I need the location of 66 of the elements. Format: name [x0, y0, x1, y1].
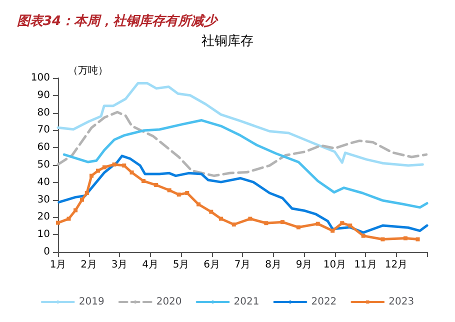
line-series [56, 82, 424, 167]
point [348, 224, 352, 228]
x-tick-label: 8月 [265, 260, 282, 270]
y-tick-label: 40 [37, 176, 50, 188]
chart-title: 图表34：本周，社铜库存有所减少 [17, 13, 220, 29]
x-tick-label: 2月 [80, 260, 97, 270]
x-tick-label: 3月 [111, 260, 128, 270]
y-tick-label: 30 [37, 194, 50, 206]
point [232, 222, 236, 227]
point [66, 216, 71, 221]
point [340, 221, 344, 226]
point [218, 216, 223, 221]
point [361, 234, 366, 238]
x-tick-label: 10月 [323, 260, 346, 270]
y-tick-label: 60 [37, 142, 50, 154]
x-tick-label: 6月 [204, 260, 220, 270]
point [56, 220, 60, 225]
legend-label: 2021 [234, 296, 260, 308]
y-tick-label: 10 [37, 229, 50, 240]
point [122, 164, 126, 168]
y-tick-label: 0 [44, 246, 50, 258]
point [416, 237, 420, 242]
legend-label: 2020 [156, 296, 182, 308]
y-tick-label: 80 [37, 107, 50, 118]
point [403, 236, 408, 240]
x-tick-label: 4月 [142, 260, 158, 270]
point [154, 183, 158, 188]
point [280, 220, 284, 224]
point [209, 210, 214, 214]
point [84, 191, 89, 196]
x-tick-label: 9月 [296, 260, 312, 270]
x-tick-label: 7月 [234, 260, 251, 270]
chart-subtitle: 社铜库存 [202, 34, 254, 49]
point [330, 228, 335, 233]
point [176, 192, 181, 197]
point [316, 222, 320, 226]
x-tick-label: 11月 [354, 260, 377, 270]
y-axis-title: （万吨） [68, 64, 108, 76]
point [112, 162, 116, 166]
line-series [62, 119, 428, 209]
point [185, 191, 190, 196]
point [248, 216, 252, 221]
legend-label: 2019 [78, 296, 104, 308]
point [90, 174, 94, 178]
line-series [56, 110, 428, 178]
point [264, 221, 268, 226]
point [196, 202, 201, 206]
point [141, 179, 146, 184]
y-tick-label: 90 [37, 90, 50, 101]
y-tick-label: 50 [37, 160, 50, 170]
point [380, 237, 385, 242]
point [102, 165, 106, 170]
point [130, 170, 134, 174]
point [167, 188, 172, 192]
y-tick-label: 70 [37, 124, 50, 136]
point [80, 198, 84, 202]
x-tick-label: 1月 [50, 260, 66, 270]
point [74, 208, 78, 212]
y-tick-label: 100 [30, 72, 50, 84]
legend-label: 2022 [311, 296, 337, 308]
point [296, 225, 300, 230]
point [96, 168, 100, 173]
legend-label: 2023 [388, 296, 414, 308]
x-tick-label: 5月 [172, 260, 190, 270]
y-tick-label: 20 [37, 212, 50, 223]
x-tick-label: 12月 [384, 260, 408, 270]
